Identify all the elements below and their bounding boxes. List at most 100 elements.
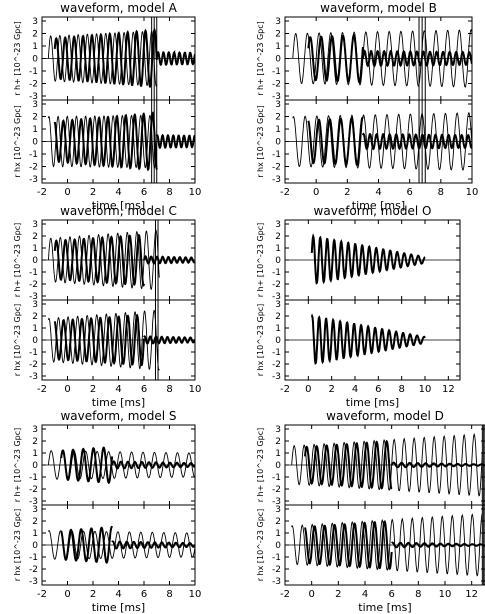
waveform-panel: -3 -2 -1 0 1 2 3 r hx [10^-23 Gpc]: [256, 504, 485, 587]
series-group: [292, 17, 472, 100]
waveform-chart: waveform, model A -3 -2 -1 0 1 2 3 r h+ [10^-23 …: [13, 1, 201, 212]
x-axis-label: time [ms]: [92, 601, 145, 614]
y-tick-label: 2: [32, 312, 38, 322]
waveform-line-thick: [307, 34, 364, 84]
waveform-chart: waveform, model B -3 -2 -1 0 1 2 3 r h+ [10^-23 …: [256, 1, 478, 212]
y-tick-label: -1: [29, 150, 38, 160]
x-tick-label: 0: [308, 589, 314, 600]
x-tick-label: 12: [442, 384, 455, 395]
y-tick-label: 2: [275, 312, 281, 322]
y-tick-label: 1: [32, 42, 38, 52]
y-tick-label: 2: [275, 30, 281, 40]
x-axis-label: time [ms]: [358, 601, 411, 614]
y-tick-label: 2: [32, 30, 38, 40]
waveform-panel: -3 -2 -1 0 1 2 3 r h+ [10^-23 Gpc]: [256, 424, 485, 507]
y-axis-label: r hx [10^-23 Gpc]: [256, 509, 265, 582]
x-tick-label: 2: [90, 589, 96, 600]
y-tick-label: 2: [275, 517, 281, 527]
x-tick-label: 6: [388, 589, 394, 600]
y-tick-label: 3: [32, 100, 38, 110]
y-tick-label: -2: [272, 565, 281, 575]
x-tick-label: -2: [37, 384, 47, 395]
y-axis-label: r h+ [10^-23 Gpc]: [256, 223, 265, 298]
y-tick-label: 0: [32, 256, 38, 266]
y-tick-label: 0: [275, 256, 281, 266]
waveform-line-thin: [47, 450, 195, 480]
chart-title: waveform, model D: [326, 409, 444, 423]
y-tick-label: 3: [275, 300, 281, 310]
waveform-line-thick: [307, 116, 364, 167]
y-tick-label: -1: [29, 67, 38, 77]
series-group: [47, 446, 195, 485]
chart-title: waveform, model O: [314, 204, 432, 218]
y-tick-label: 2: [275, 437, 281, 447]
y-tick-label: 0: [275, 55, 281, 65]
y-tick-label: 0: [275, 461, 281, 471]
x-tick-label: 10: [466, 187, 479, 198]
waveform-chart: waveform, model C -3 -2 -1 0 1 2 3 r h+ [10^-23 …: [13, 204, 201, 409]
y-tick-label: -2: [272, 280, 281, 290]
x-axis-label: time [ms]: [346, 396, 399, 409]
series-group: [47, 300, 195, 380]
y-tick-label: -3: [272, 92, 281, 102]
chart-title: waveform, model A: [60, 1, 177, 15]
x-tick-label: 8: [166, 384, 172, 395]
waveform-line-thick: [111, 540, 195, 550]
y-axis-label: r hx [10^-23 Gpc]: [13, 304, 22, 377]
series-group: [47, 100, 195, 183]
waveform-panel: -3 -2 -1 0 1 2 3 r hx [10^-23 Gpc]: [256, 99, 473, 185]
y-tick-label: 3: [275, 100, 281, 110]
x-tick-label: 12: [465, 589, 478, 600]
y-tick-label: 3: [275, 17, 281, 27]
series-group: [310, 233, 426, 285]
waveform-panel: -3 -2 -1 0 1 2 3 r h+ [10^-23 Gpc]: [256, 16, 473, 102]
y-tick-label: 1: [275, 529, 281, 539]
x-tick-label: 10: [439, 589, 452, 600]
y-tick-label: -3: [272, 292, 281, 302]
waveform-panel: -3 -2 -1 0 1 2 3 r hx [10^-23 Gpc]: [13, 99, 196, 185]
y-tick-label: -2: [272, 80, 281, 90]
y-tick-label: -3: [272, 577, 281, 587]
waveform-line-thick: [143, 254, 195, 265]
y-tick-label: 3: [32, 505, 38, 515]
y-tick-label: 1: [32, 529, 38, 539]
x-tick-label: 2: [328, 384, 334, 395]
chart-title: waveform, model S: [60, 409, 176, 423]
waveform-line-thick: [53, 111, 158, 172]
waveform-panel: -3 -2 -1 0 1 2 3 r h+ [10^-23 Gpc]: [13, 219, 196, 302]
series-group: [47, 17, 195, 100]
y-tick-label: 2: [32, 437, 38, 447]
x-tick-label: 8: [166, 589, 172, 600]
waveform-line-thick: [390, 461, 485, 469]
y-tick-label: 1: [32, 125, 38, 135]
y-tick-label: 1: [32, 449, 38, 459]
series-group: [310, 313, 426, 365]
waveform-line-thick: [361, 132, 472, 151]
y-tick-label: 1: [275, 324, 281, 334]
y-tick-label: 0: [32, 55, 38, 65]
waveform-line-thin: [292, 28, 472, 88]
y-tick-label: -1: [272, 553, 281, 563]
x-tick-label: 2: [335, 589, 341, 600]
waveform-line-thick: [155, 50, 195, 67]
y-tick-label: -3: [272, 372, 281, 382]
x-tick-label: -2: [37, 589, 47, 600]
y-tick-label: -2: [29, 80, 38, 90]
y-axis-label: r hx [10^-23 Gpc]: [13, 509, 22, 582]
y-tick-label: 1: [32, 244, 38, 254]
y-tick-label: 0: [275, 138, 281, 148]
waveform-chart: waveform, model S -3 -2 -1 0 1 2 3 r h+ [10^-23 …: [13, 409, 201, 614]
x-tick-label: 4: [115, 384, 121, 395]
y-axis-label: r h+ [10^-23 Gpc]: [256, 428, 265, 503]
x-axis-label: time [ms]: [92, 199, 145, 212]
y-tick-label: -2: [29, 360, 38, 370]
y-tick-label: -3: [29, 577, 38, 587]
y-tick-label: -3: [29, 497, 38, 507]
waveform-line-thin: [292, 111, 472, 171]
x-tick-label: 6: [141, 187, 147, 198]
y-tick-label: -3: [272, 175, 281, 185]
x-tick-label: -2: [37, 187, 47, 198]
waveform-line-thick: [361, 49, 472, 68]
